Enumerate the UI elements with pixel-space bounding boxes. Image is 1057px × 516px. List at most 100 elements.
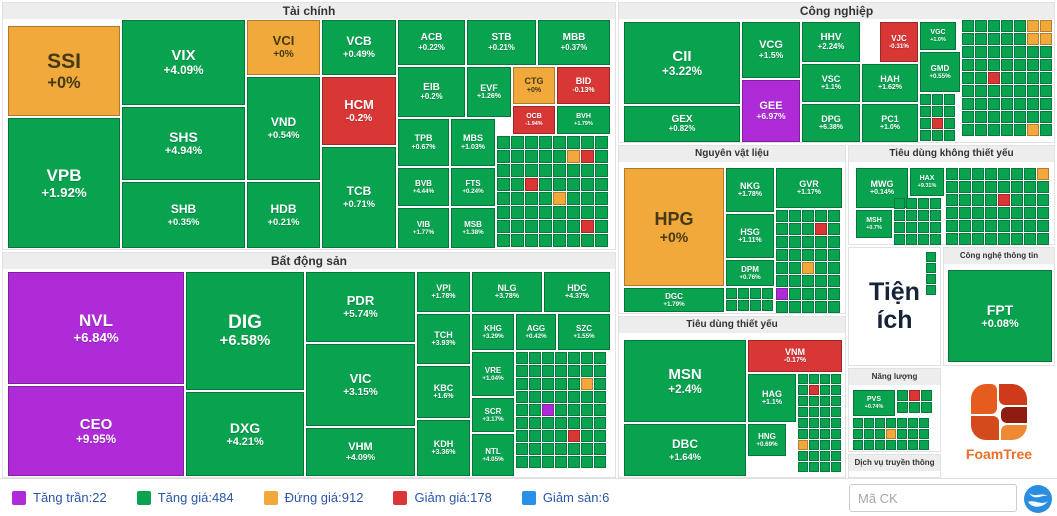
micro-tile[interactable] — [594, 378, 606, 390]
micro-tile[interactable] — [1024, 207, 1036, 219]
micro-tile[interactable] — [594, 352, 606, 364]
micro-tile[interactable] — [1037, 233, 1049, 245]
micro-tile[interactable] — [581, 234, 594, 247]
micro-tile[interactable] — [1014, 59, 1026, 71]
micro-tile[interactable] — [1001, 98, 1013, 110]
micro-tile[interactable] — [820, 418, 830, 428]
micro-tile[interactable] — [975, 98, 987, 110]
micro-tile[interactable] — [516, 365, 528, 377]
micro-tile[interactable] — [1014, 98, 1026, 110]
tile-hdb[interactable]: HDB +0.21% — [247, 182, 320, 248]
micro-tile[interactable] — [1011, 233, 1023, 245]
micro-tile[interactable] — [985, 194, 997, 206]
tile-eib[interactable]: EIB +0.2% — [398, 67, 465, 117]
micro-tile[interactable] — [946, 181, 958, 193]
micro-tile[interactable] — [864, 429, 874, 439]
tile-gex[interactable]: GEX +0.82% — [624, 106, 740, 142]
micro-tile[interactable] — [932, 118, 943, 129]
micro-tile[interactable] — [525, 178, 538, 191]
tile-mbb[interactable]: MBB +0.37% — [538, 20, 610, 65]
tile-vre[interactable]: VRE +1.04% — [472, 352, 514, 396]
micro-tile[interactable] — [567, 164, 580, 177]
micro-tile[interactable] — [886, 429, 896, 439]
micro-tile[interactable] — [516, 456, 528, 468]
micro-tile[interactable] — [1037, 181, 1049, 193]
micro-tile[interactable] — [568, 456, 580, 468]
tile-msb[interactable]: MSB +1.38% — [451, 208, 495, 248]
micro-tile[interactable] — [926, 285, 936, 295]
micro-tile[interactable] — [1027, 20, 1039, 32]
micro-tile[interactable] — [930, 210, 941, 221]
micro-tile[interactable] — [932, 106, 943, 117]
micro-tile[interactable] — [555, 391, 567, 403]
tile-khg[interactable]: KHG +3.29% — [472, 314, 514, 350]
micro-tile[interactable] — [1037, 220, 1049, 232]
micro-tile[interactable] — [511, 206, 524, 219]
micro-tile[interactable] — [809, 396, 819, 406]
micro-tile[interactable] — [567, 220, 580, 233]
micro-tile[interactable] — [918, 222, 929, 233]
micro-tile[interactable] — [975, 59, 987, 71]
micro-tile[interactable] — [789, 275, 801, 287]
micro-tile[interactable] — [798, 418, 808, 428]
tile-dbc[interactable]: DBC +1.64% — [624, 424, 746, 476]
micro-tile[interactable] — [595, 164, 608, 177]
micro-tile[interactable] — [802, 301, 814, 313]
micro-tile[interactable] — [555, 352, 567, 364]
tile-hsg[interactable]: HSG +1.11% — [726, 214, 774, 258]
micro-tile[interactable] — [542, 430, 554, 442]
micro-tile[interactable] — [985, 168, 997, 180]
micro-tile[interactable] — [567, 178, 580, 191]
micro-tile[interactable] — [497, 206, 510, 219]
tile-nlg[interactable]: NLG +3.78% — [472, 272, 542, 312]
micro-tile[interactable] — [897, 418, 907, 428]
micro-tile[interactable] — [776, 223, 788, 235]
micro-tile[interactable] — [1027, 59, 1039, 71]
tile-hng[interactable]: HNG +0.69% — [748, 424, 786, 456]
micro-tile[interactable] — [864, 440, 874, 450]
micro-tile[interactable] — [828, 249, 840, 261]
micro-tile[interactable] — [776, 236, 788, 248]
micro-tile[interactable] — [511, 178, 524, 191]
micro-tile[interactable] — [553, 206, 566, 219]
micro-tile[interactable] — [809, 451, 819, 461]
micro-tile[interactable] — [962, 98, 974, 110]
micro-tile[interactable] — [802, 249, 814, 261]
micro-tile[interactable] — [853, 418, 863, 428]
micro-tile[interactable] — [555, 430, 567, 442]
micro-tile[interactable] — [920, 130, 931, 141]
micro-tile[interactable] — [853, 440, 863, 450]
micro-tile[interactable] — [897, 402, 908, 413]
tile-vpi[interactable]: VPI +1.78% — [417, 272, 470, 312]
micro-tile[interactable] — [726, 300, 737, 311]
micro-tile[interactable] — [875, 440, 885, 450]
micro-tile[interactable] — [919, 440, 929, 450]
micro-tile[interactable] — [539, 164, 552, 177]
tile-hah[interactable]: HAH +1.62% — [862, 64, 918, 102]
micro-tile[interactable] — [946, 194, 958, 206]
micro-tile[interactable] — [553, 192, 566, 205]
micro-tile[interactable] — [567, 234, 580, 247]
micro-tile[interactable] — [497, 164, 510, 177]
micro-tile[interactable] — [946, 168, 958, 180]
tile-kbc[interactable]: KBC +1.6% — [417, 366, 470, 418]
micro-tile[interactable] — [539, 192, 552, 205]
micro-tile[interactable] — [529, 352, 541, 364]
micro-tile[interactable] — [820, 396, 830, 406]
micro-tile[interactable] — [894, 210, 905, 221]
tile-vpb[interactable]: VPB +1.92% — [8, 118, 120, 248]
micro-tile[interactable] — [919, 418, 929, 428]
micro-tile[interactable] — [553, 220, 566, 233]
micro-tile[interactable] — [920, 94, 931, 105]
micro-tile[interactable] — [975, 124, 987, 136]
micro-tile[interactable] — [926, 263, 936, 273]
micro-tile[interactable] — [542, 404, 554, 416]
micro-tile[interactable] — [946, 207, 958, 219]
micro-tile[interactable] — [567, 206, 580, 219]
micro-tile[interactable] — [918, 198, 929, 209]
micro-tile[interactable] — [525, 192, 538, 205]
micro-tile[interactable] — [1027, 72, 1039, 84]
tile-nvl[interactable]: NVL +6.84% — [8, 272, 184, 384]
micro-tile[interactable] — [1037, 207, 1049, 219]
micro-tile[interactable] — [539, 220, 552, 233]
